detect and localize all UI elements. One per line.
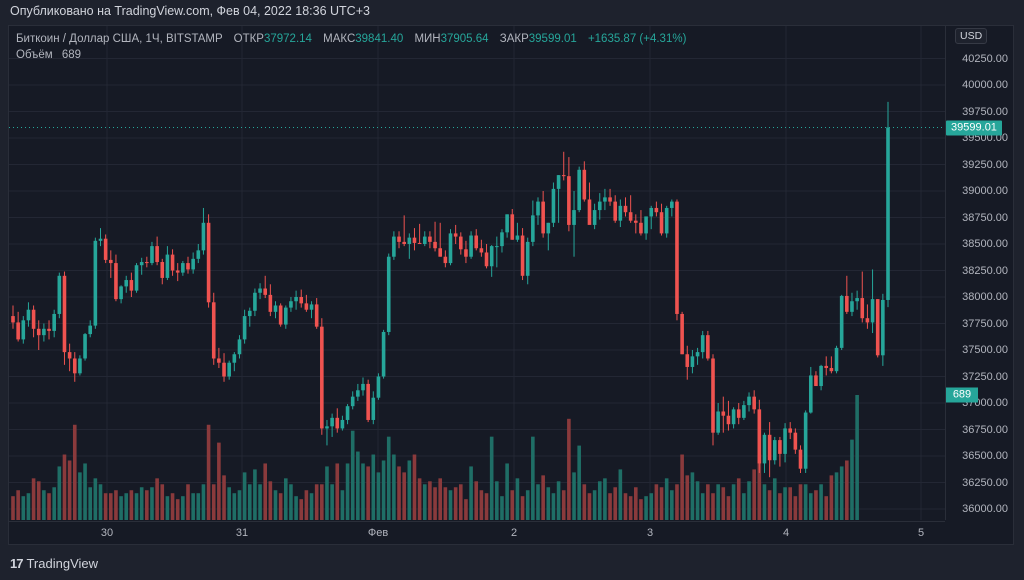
price-tick: 39500.00	[962, 132, 1008, 144]
tradingview-logo-icon: 17	[10, 556, 24, 571]
price-tick: 36000.00	[962, 503, 1008, 515]
published-caption: Опубликовано на TradingView.com, Фев 04,…	[10, 4, 370, 18]
price-tick: 36750.00	[962, 423, 1008, 436]
time-axis[interactable]: 30 31 Фев 2 3 4 5	[9, 521, 945, 544]
candlestick-chart	[9, 26, 945, 520]
chart-legend: Биткоин / Доллар США, 1Ч, BITSTAMP ОТКР3…	[16, 33, 686, 45]
time-label: 2	[510, 527, 518, 539]
change-value: +1635.87 (+4.31%)	[587, 33, 687, 45]
price-tick: 39750.00	[962, 105, 1008, 118]
open-label: ОТКР	[233, 33, 264, 45]
time-label: 3	[646, 527, 654, 539]
volume-legend: Объём 689	[16, 49, 81, 61]
low-value: 37905.64	[440, 33, 489, 45]
price-tick: 36250.00	[962, 476, 1008, 489]
price-tick: 36500.00	[962, 450, 1008, 462]
volume-value: 689	[61, 49, 82, 61]
price-tick: 39000.00	[962, 185, 1008, 197]
price-tick: 38750.00	[962, 211, 1008, 224]
time-label: 4	[782, 527, 790, 539]
close-label: ЗАКР	[499, 33, 529, 45]
price-tick: 37500.00	[962, 344, 1008, 356]
time-label: 31	[235, 527, 249, 539]
low-label: МИН	[414, 33, 441, 45]
open-value: 37972.14	[263, 33, 312, 45]
last-price-tag: 39599.01	[946, 120, 1002, 135]
price-tick: 38500.00	[962, 238, 1008, 250]
price-axis[interactable]: 40250.00 40000.00 39750.00 39500.00 39250.00…	[945, 26, 1014, 520]
price-tick: 37750.00	[962, 317, 1008, 330]
price-tick: 37250.00	[962, 370, 1008, 383]
high-value: 39841.40	[355, 33, 404, 45]
price-tick: 38250.00	[962, 264, 1008, 277]
time-label: Фев	[367, 527, 389, 539]
volume-tag: 689	[946, 387, 978, 403]
time-label: 30	[100, 527, 114, 539]
high-label: МАКС	[323, 33, 356, 45]
footer-brand[interactable]: 17 TradingView	[10, 556, 98, 571]
price-tick: 40250.00	[962, 52, 1008, 65]
currency-button[interactable]: USD	[955, 28, 988, 44]
time-label: 5	[917, 527, 925, 539]
volume-label: Объём	[16, 49, 53, 61]
price-tick: 39250.00	[962, 158, 1008, 171]
brand-name: TradingView	[26, 556, 99, 571]
price-tick: 40000.00	[962, 79, 1008, 91]
chart-plot-area[interactable]	[9, 26, 945, 520]
price-tick: 38000.00	[962, 291, 1008, 303]
symbol-label: Биткоин / Доллар США, 1Ч, BITSTAMP	[16, 33, 223, 45]
close-value: 39599.01	[528, 33, 577, 45]
